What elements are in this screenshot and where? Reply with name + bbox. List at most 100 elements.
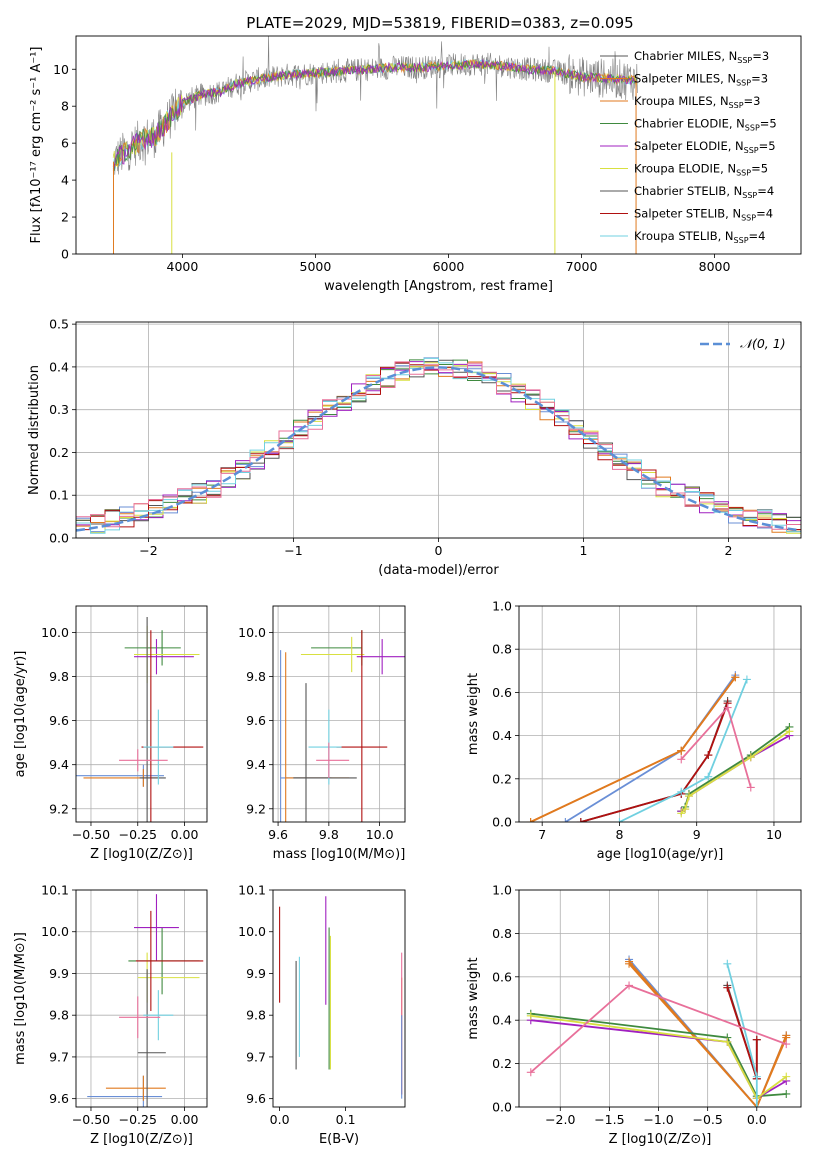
- y-tick-label: 10.1: [41, 883, 69, 898]
- x-tick-label: 0.0: [747, 1112, 767, 1127]
- y-tick-label: 0.1: [49, 488, 69, 503]
- axes-frame: [518, 605, 802, 823]
- legend-label: Chabrier ELODIE, NSSP=5: [634, 117, 777, 133]
- x-tick-label: 7000: [566, 259, 598, 274]
- axes-weight_vs_age: 7 8 9 10 0.0 0.2 0.4 0.6 0.8 1.0 age [log10(age/yr…: [466, 599, 801, 862]
- y-axis-label: Normed distribution: [27, 365, 42, 495]
- y-axis-label: Flux [fλ10⁻¹⁷ erg cm⁻² s⁻¹ A⁻¹]: [29, 47, 44, 244]
- weight-marker: [625, 959, 634, 968]
- y-tick-label: 9.8: [49, 1008, 69, 1023]
- x-tick-label: 0.1: [336, 1112, 356, 1127]
- legend-label: Kroupa MILES, NSSP=3: [634, 94, 760, 110]
- weight-marker: [677, 809, 686, 818]
- x-tick-label: −0.50: [72, 827, 110, 842]
- weight-line: [619, 679, 748, 822]
- weight-line: [530, 1012, 787, 1098]
- y-tick-label: 0.2: [49, 445, 69, 460]
- x-tick-label: 9.8: [319, 827, 339, 842]
- legend-label: Salpeter MILES, NSSP=3: [634, 72, 768, 88]
- weight-marker: [677, 787, 686, 796]
- y-tick-label: 6: [61, 136, 69, 151]
- x-axis-label: E(B-V): [319, 1132, 359, 1147]
- legend-label: Kroupa STELIB, NSSP=4: [634, 229, 765, 245]
- x-tick-label: −0.5: [692, 1112, 722, 1127]
- weight-line: [680, 734, 790, 812]
- legend-label: 𝒩(0, 1): [740, 336, 786, 351]
- axes-age_vs_Z: −0.50 −0.25 0.00 9.2 9.4 9.6 9.8 10.0 Z [log10(Z…: [13, 606, 207, 862]
- y-tick-label: 0.0: [492, 815, 512, 830]
- y-tick-label: 9.8: [246, 669, 266, 684]
- x-axis-label: wavelength [Angstrom, rest frame]: [324, 279, 553, 294]
- weight-marker: [752, 1072, 761, 1081]
- x-tick-label: −1.5: [594, 1112, 624, 1127]
- y-tick-label: 10: [53, 62, 69, 77]
- legend-label: Chabrier MILES, NSSP=3: [634, 49, 769, 65]
- y-tick-label: 9.2: [49, 801, 69, 816]
- weight-line: [530, 1015, 787, 1100]
- x-tick-label: 7: [538, 827, 546, 842]
- y-axis-label: age [log10(age/yr)]: [13, 651, 28, 778]
- y-tick-label: 9.7: [49, 1049, 69, 1064]
- weight-marker: [684, 792, 693, 801]
- axes-frame: [75, 35, 802, 255]
- x-tick-label: −0.25: [119, 827, 157, 842]
- y-axis-label: mass weight: [466, 957, 481, 1039]
- y-axis-label: mass weight: [466, 673, 481, 755]
- weight-marker: [752, 1103, 761, 1107]
- x-tick-label: 4000: [167, 259, 199, 274]
- y-tick-label: 10.1: [238, 883, 266, 898]
- axes-frame: [272, 889, 406, 1108]
- legend-label: Salpeter STELIB, NSSP=4: [634, 207, 773, 223]
- y-tick-label: 0.0: [49, 531, 69, 546]
- axes-mass_vs_Z: −0.50 −0.25 0.00 9.6 9.7 9.8 9.9 10.0 10.1 Z [log…: [13, 883, 207, 1147]
- figure-title: PLATE=2029, MJD=53819, FIBERID=0383, z=0…: [246, 14, 633, 32]
- x-tick-label: 10: [766, 827, 782, 842]
- y-tick-label: 9.4: [246, 757, 266, 772]
- axes-frame: [75, 321, 802, 539]
- legend: 𝒩(0, 1): [700, 336, 786, 351]
- weight-marker: [526, 1011, 535, 1020]
- weight-marker: [677, 746, 686, 755]
- legend: Chabrier MILES, NSSP=3 Salpeter MILES, NS…: [600, 49, 777, 245]
- y-tick-label: 1.0: [492, 883, 512, 898]
- weight-marker: [752, 1035, 761, 1044]
- weight-marker: [782, 1089, 791, 1098]
- weight-marker: [742, 675, 751, 684]
- weight-line: [628, 963, 788, 1107]
- axes-frame: [518, 889, 802, 1108]
- gaussian-curve: [75, 366, 802, 532]
- weight-marker: [785, 727, 794, 736]
- weight-line: [580, 702, 729, 822]
- axes-frame: [272, 605, 406, 823]
- y-tick-label: 9.2: [246, 801, 266, 816]
- y-tick-label: 9.6: [246, 713, 266, 728]
- weight-marker: [526, 1068, 535, 1077]
- weight-marker: [576, 818, 585, 822]
- axes-spectrum: 4000 5000 6000 7000 8000 0 2 4 6 8 10 wavelength [A…: [29, 47, 730, 295]
- x-tick-label: 6000: [433, 259, 465, 274]
- x-tick-label: 9: [693, 827, 701, 842]
- y-tick-label: 0: [61, 247, 69, 262]
- x-tick-label: 0.0: [270, 1112, 290, 1127]
- y-tick-label: 0.8: [492, 926, 512, 941]
- model-spectrum: [112, 59, 638, 168]
- x-tick-label: −0.25: [119, 1112, 157, 1127]
- x-tick-label: −0.50: [72, 1112, 110, 1127]
- y-tick-label: 0.4: [49, 359, 69, 374]
- weight-marker: [704, 772, 713, 781]
- x-tick-label: 0: [435, 543, 443, 558]
- x-axis-label: Z [log10(Z/Z⊙)]: [609, 1132, 712, 1147]
- x-tick-label: −1: [284, 543, 302, 558]
- x-tick-label: 8000: [699, 259, 731, 274]
- y-tick-label: 4: [61, 173, 69, 188]
- x-axis-label: age [log10(age/yr)]: [597, 847, 724, 862]
- y-tick-label: 2: [61, 210, 69, 225]
- model-spectrum: [112, 58, 638, 171]
- axes-frame: [75, 889, 208, 1108]
- y-tick-label: 9.6: [246, 1091, 266, 1106]
- y-axis-label: mass [log10(M/M⊙)]: [13, 932, 28, 1065]
- axes-age_vs_mass: 9.6 9.8 10.0 9.2 9.4 9.6 9.8 10.0 mass [log10(M/…: [238, 606, 405, 862]
- weight-marker: [704, 751, 713, 760]
- weight-marker: [526, 818, 535, 822]
